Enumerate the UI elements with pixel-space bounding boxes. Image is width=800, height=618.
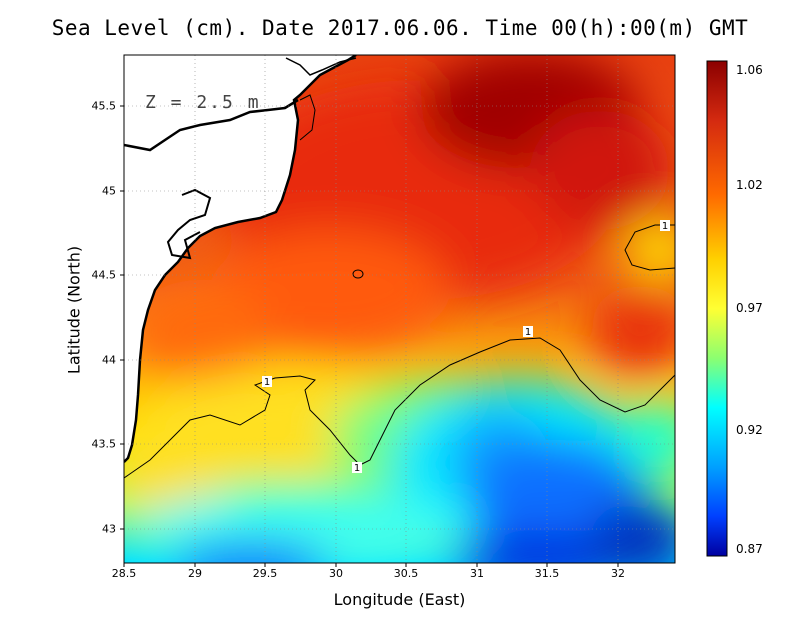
y-tick-label: 45.5 bbox=[91, 99, 117, 113]
colorbar-tick-label: 0.97 bbox=[736, 301, 763, 315]
x-tick-label: 30 bbox=[329, 567, 343, 580]
y-tick-label: 43 bbox=[102, 522, 116, 536]
y-tick-label: 44.5 bbox=[91, 268, 117, 282]
depth-label: Z = 2.5 m bbox=[145, 92, 261, 113]
y-tick-label: 45 bbox=[102, 184, 116, 198]
coast-detail bbox=[285, 57, 357, 76]
contour-line-east bbox=[624, 224, 675, 271]
colorbar-tick-label: 0.92 bbox=[736, 423, 763, 437]
delta-outline bbox=[124, 98, 299, 152]
y-tick-label: 44 bbox=[102, 353, 116, 367]
plot-frame bbox=[123, 54, 676, 564]
y-tick-label: 43.5 bbox=[91, 437, 117, 451]
colorbar-tick-label: 1.06 bbox=[736, 63, 763, 77]
tick-marks bbox=[120, 105, 619, 567]
contour-labels: 1 1 1 1 bbox=[262, 220, 670, 474]
x-tick-label: 29.5 bbox=[252, 567, 278, 580]
x-tick-label: 28.5 bbox=[111, 567, 137, 580]
x-tick-label: 31.5 bbox=[534, 567, 560, 580]
colorbar bbox=[706, 60, 728, 557]
contour-line-main bbox=[124, 337, 675, 479]
contour-line-north bbox=[299, 94, 316, 141]
lagoon-outline bbox=[166, 188, 212, 260]
grid bbox=[124, 55, 675, 563]
map-title: Sea Level (cm). Date 2017.06.06. Time 00… bbox=[51, 16, 749, 40]
x-tick-label: 32 bbox=[611, 567, 625, 580]
x-tick-label: 29 bbox=[188, 567, 202, 580]
x-axis-label: Longitude (East) bbox=[333, 590, 466, 609]
contour-label: 1 bbox=[354, 463, 360, 474]
contour-label: 1 bbox=[264, 377, 270, 388]
x-tick-label: 31 bbox=[470, 567, 484, 580]
coastline-land bbox=[124, 55, 356, 462]
contour-label: 1 bbox=[525, 327, 531, 338]
sea-level-field bbox=[124, 55, 675, 563]
colorbar-tick-label: 0.87 bbox=[736, 542, 763, 556]
colorbar-tick-label: 1.02 bbox=[736, 178, 763, 192]
x-tick-label: 30.5 bbox=[393, 567, 419, 580]
contour-label: 1 bbox=[662, 221, 668, 232]
contour-small-loop bbox=[352, 269, 364, 279]
